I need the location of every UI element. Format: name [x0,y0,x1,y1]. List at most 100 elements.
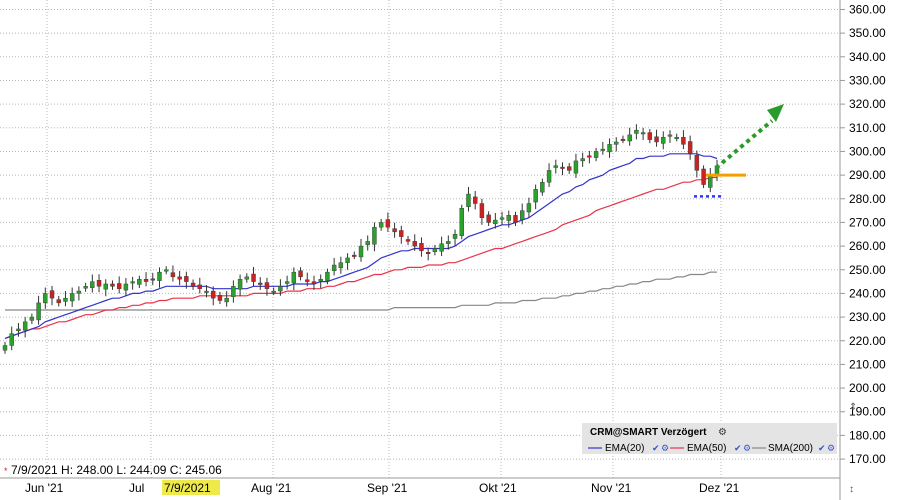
candle-body [687,141,693,155]
y-tick-label: 280.00 [849,192,886,206]
candle-body [499,217,505,220]
candle-body [620,138,626,141]
legend-sma200-settings-icon[interactable]: ⚙ [827,443,835,453]
candle-body [258,282,263,285]
candle-body [305,279,310,282]
candle-body [318,279,323,282]
candle-body [278,286,283,292]
y-tick-label: 190.00 [849,405,886,419]
candle-body [184,276,189,282]
candle-body [143,279,149,282]
candle-body [459,208,464,236]
legend-ema20-settings-icon[interactable]: ⚙ [661,443,669,453]
candle-body [425,252,431,254]
y-tick-label: 340.00 [849,50,886,64]
candle-body [43,293,48,304]
ohlc-readout: 7/9/2021 H: 248.00 L: 244.09 C: 245.06 [11,463,222,477]
y-tick-label: 300.00 [849,144,886,158]
candle-body [29,316,35,321]
candle-body [667,134,673,137]
candle-body [116,283,122,289]
candle-body [701,168,706,185]
candle-body [593,151,599,158]
x-tick-label: Nov '21 [591,481,632,495]
candle-body [708,174,713,188]
candle-body [90,281,95,288]
candle-body [251,273,256,282]
x-tick-label: Aug '21 [251,481,292,495]
candle-body [634,129,639,134]
candle-body [607,144,612,153]
candle-body [177,276,182,280]
candle-body [587,155,592,158]
candle-body [466,193,471,208]
candles [2,124,720,354]
forecast-arrow-head [767,104,784,122]
ema50-line [4,176,717,339]
candle-body [573,160,579,174]
y-tick-label: 270.00 [849,215,886,229]
candle-body [452,234,458,239]
candle-body [110,283,115,287]
candle-body [405,239,411,242]
candle-body [345,257,350,263]
legend-ema20-check-icon[interactable]: ✔ [652,443,660,453]
candle-body [352,254,357,257]
candle-body [244,276,250,280]
candle-body [472,196,478,204]
y-tick-label: 200.00 [849,381,886,395]
candle-body [486,214,491,223]
candle-body [526,203,532,213]
candle-body [506,215,511,221]
scroll-arrow-icon[interactable]: ⇕ [849,402,857,413]
candle-body [567,166,572,171]
candle-body [204,290,209,293]
candle-body [190,282,196,287]
candle-body [358,245,364,258]
legend-settings-icon[interactable]: ⚙ [718,427,727,438]
candle-body [520,210,525,220]
candle-body [63,297,68,302]
expand-icon[interactable]: ↕ [849,484,854,495]
legend-title: CRM@SMART Verzögert [590,427,707,438]
candle-body [36,302,41,321]
candle-body [150,278,155,281]
candle-body [9,333,14,346]
x-tick-label: Jul [129,481,144,495]
candle-body [130,281,135,284]
candle-body [137,279,142,285]
candle-body [338,262,344,269]
candle-body [211,290,216,299]
candle-body [56,299,61,304]
ema20-series [4,153,718,339]
candle-body [553,165,558,168]
x-axis: Jun '21 Jul Aug '21 Sep '21 Okt '21 Nov '21 De… [25,481,740,495]
legend-ema20-label: EMA(20) [605,443,644,454]
candle-body [432,248,438,252]
candle-body [439,243,444,252]
candle-body [681,137,686,145]
candle-body [217,295,223,301]
candle-body [291,271,297,284]
y-tick-label: 170.00 [849,452,886,466]
legend-ema50-label: EMA(50) [687,443,726,454]
x-tick-label: Dez '21 [699,481,740,495]
ema20-line [4,153,718,339]
candle-body [614,141,619,145]
candle-body [49,290,55,299]
legend: CRM@SMART Verzögert ⚙ EMA(20) ✔ ⚙ EMA(50… [582,423,837,454]
legend-ema50-check-icon[interactable]: ✔ [734,443,742,453]
legend-ema50-settings-icon[interactable]: ⚙ [743,443,751,453]
y-tick-label: 210.00 [849,357,886,371]
y-tick-label: 260.00 [849,239,886,253]
candle-body [76,290,82,294]
candle-body [385,219,391,228]
legend-sma200-check-icon[interactable]: ✔ [818,443,826,453]
x-tick-label: Jun '21 [25,481,64,495]
x-tick-label: Sep '21 [367,481,408,495]
candle-body [540,182,545,193]
candle-body [22,321,28,331]
y-tick-label: 230.00 [849,310,886,324]
y-tick-label: 220.00 [849,334,886,348]
